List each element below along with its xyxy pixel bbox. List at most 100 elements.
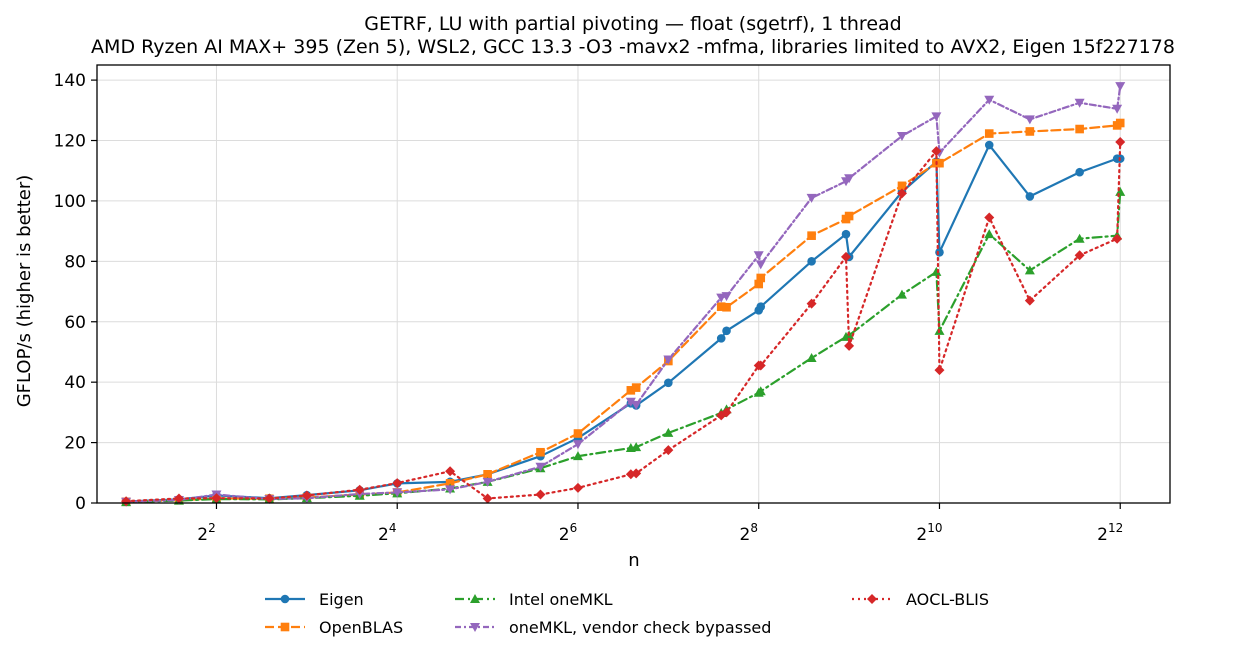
data-point bbox=[844, 174, 855, 184]
data-point bbox=[755, 386, 766, 396]
data-point bbox=[1024, 115, 1035, 125]
data-point bbox=[755, 360, 766, 371]
data-point bbox=[121, 496, 132, 507]
data-point bbox=[935, 247, 944, 257]
data-point bbox=[896, 289, 907, 299]
data-point bbox=[664, 378, 673, 388]
data-point bbox=[984, 140, 994, 150]
data-point bbox=[844, 340, 855, 351]
data-point bbox=[722, 302, 731, 312]
data-point bbox=[483, 470, 492, 479]
x-tick-label: 22 bbox=[197, 521, 215, 545]
data-point bbox=[935, 158, 944, 168]
legend-marker bbox=[280, 594, 290, 604]
series-line bbox=[124, 190, 1122, 504]
data-point bbox=[392, 488, 403, 498]
y-tick-label: 20 bbox=[64, 434, 86, 454]
data-point bbox=[1112, 104, 1123, 114]
series-4 bbox=[121, 137, 1126, 507]
data-point bbox=[841, 251, 852, 262]
series-0 bbox=[121, 140, 1125, 506]
legend-item: oneMKL, vendor check bypassed bbox=[455, 618, 771, 637]
data-point bbox=[1024, 295, 1035, 306]
data-point bbox=[631, 442, 642, 452]
data-point bbox=[663, 427, 674, 437]
legend-label: OpenBLAS bbox=[319, 618, 403, 637]
data-point bbox=[722, 326, 731, 336]
y-tick-label: 100 bbox=[54, 192, 86, 212]
data-point bbox=[1115, 186, 1126, 196]
series-group bbox=[121, 82, 1126, 507]
data-point bbox=[807, 257, 816, 266]
data-point bbox=[445, 485, 456, 495]
data-point bbox=[1115, 137, 1126, 148]
data-point bbox=[1025, 127, 1035, 136]
data-point bbox=[211, 493, 222, 504]
data-point bbox=[931, 146, 942, 157]
data-point bbox=[934, 365, 945, 376]
data-point bbox=[896, 131, 907, 141]
data-point bbox=[806, 353, 817, 363]
data-point bbox=[572, 451, 583, 461]
legend-item: Intel oneMKL bbox=[455, 590, 613, 609]
x-tick-label: 210 bbox=[916, 521, 942, 545]
series-3 bbox=[121, 82, 1126, 507]
data-point bbox=[1074, 98, 1085, 108]
legend-item: AOCL-BLIS bbox=[852, 590, 989, 609]
legend-label: Intel oneMKL bbox=[509, 590, 613, 609]
data-point bbox=[756, 302, 766, 311]
axis-ticks: 22 24 26 28 210 212 0 20 40 60 80 100 120 140 bbox=[54, 71, 1124, 545]
data-point bbox=[482, 477, 493, 487]
data-point bbox=[631, 400, 642, 410]
data-point bbox=[1115, 118, 1125, 128]
data-point bbox=[264, 493, 275, 504]
data-point bbox=[1024, 265, 1035, 275]
data-point bbox=[663, 355, 674, 365]
y-tick-label: 140 bbox=[54, 71, 86, 91]
data-point bbox=[631, 383, 641, 392]
data-point bbox=[984, 129, 994, 138]
series-line bbox=[124, 143, 1122, 503]
data-point bbox=[663, 445, 674, 456]
chart-subtitle: AMD Ryzen AI MAX+ 395 (Zen 5), WSL2, GCC… bbox=[91, 36, 1175, 58]
data-point bbox=[754, 279, 764, 289]
x-axis-label: n bbox=[628, 550, 639, 571]
data-point bbox=[897, 181, 907, 191]
legend-marker bbox=[470, 623, 480, 632]
y-axis-label: GFLOP/s (higher is better) bbox=[14, 175, 35, 408]
data-point bbox=[1074, 250, 1085, 261]
y-tick-label: 40 bbox=[64, 373, 86, 393]
y-tick-label: 60 bbox=[64, 313, 86, 333]
data-point bbox=[392, 478, 403, 489]
x-tick-label: 26 bbox=[559, 521, 577, 545]
data-point bbox=[844, 211, 854, 221]
legend-label: oneMKL, vendor check bypassed bbox=[509, 618, 771, 637]
data-point bbox=[1025, 192, 1035, 201]
data-point bbox=[1074, 233, 1085, 243]
data-point bbox=[626, 386, 636, 395]
data-point bbox=[841, 229, 851, 239]
data-point bbox=[1112, 233, 1123, 244]
data-point bbox=[716, 334, 726, 343]
data-point bbox=[806, 193, 817, 203]
data-point bbox=[896, 188, 907, 199]
data-point bbox=[631, 468, 642, 479]
data-point bbox=[721, 292, 732, 302]
data-point bbox=[445, 479, 455, 488]
data-point bbox=[572, 440, 583, 450]
data-point bbox=[445, 466, 456, 477]
data-point bbox=[931, 266, 942, 276]
data-point bbox=[756, 273, 766, 283]
plot-frame bbox=[96, 64, 1171, 504]
data-point bbox=[1075, 167, 1084, 177]
data-point bbox=[535, 489, 546, 500]
x-tick-label: 212 bbox=[1097, 521, 1123, 545]
legend-marker bbox=[867, 594, 877, 604]
legend-item: Eigen bbox=[265, 590, 364, 609]
chart-title: GETRF, LU with partial pivoting — float … bbox=[364, 13, 901, 35]
legend-marker bbox=[280, 622, 290, 632]
series-line bbox=[124, 85, 1122, 503]
legend-label: Eigen bbox=[319, 590, 364, 609]
data-point bbox=[716, 302, 726, 311]
series-line bbox=[124, 121, 1122, 503]
